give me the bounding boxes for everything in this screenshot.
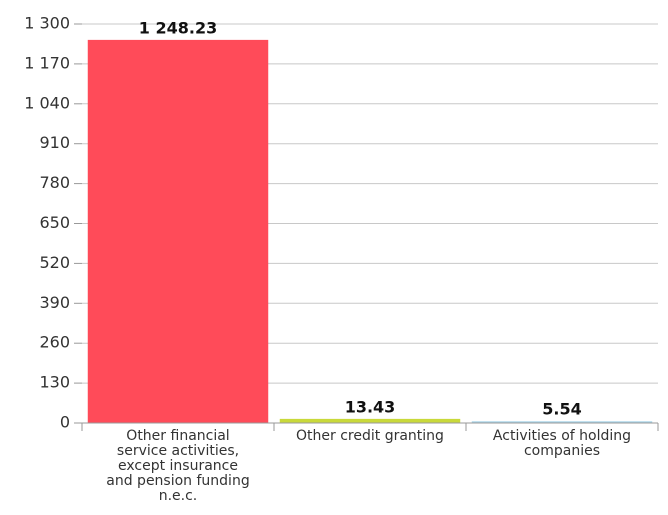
y-tick-label: 260	[39, 333, 70, 352]
bar	[87, 39, 269, 424]
value-label: 1 248.23	[139, 18, 217, 37]
y-tick-label: 910	[39, 133, 70, 152]
value-label: 5.54	[542, 400, 581, 419]
y-tick-label: 780	[39, 173, 70, 192]
y-tick-label: 520	[39, 253, 70, 272]
x-tick-label: Activities of holding companies	[492, 428, 632, 459]
y-tick-label: 1 040	[24, 93, 70, 112]
value-label: 13.43	[345, 397, 396, 416]
x-tick-label: Other financial service activities, exce…	[106, 428, 250, 504]
y-tick-label: 130	[39, 373, 70, 392]
bar	[471, 421, 653, 424]
y-tick-label: 1 300	[24, 14, 70, 33]
y-tick-label: 1 170	[24, 53, 70, 72]
y-tick-label: 650	[39, 213, 70, 232]
y-tick-label: 390	[39, 293, 70, 312]
x-tick-label: Other credit granting	[296, 428, 444, 444]
y-tick-label: 0	[60, 413, 70, 432]
bar	[279, 418, 461, 423]
